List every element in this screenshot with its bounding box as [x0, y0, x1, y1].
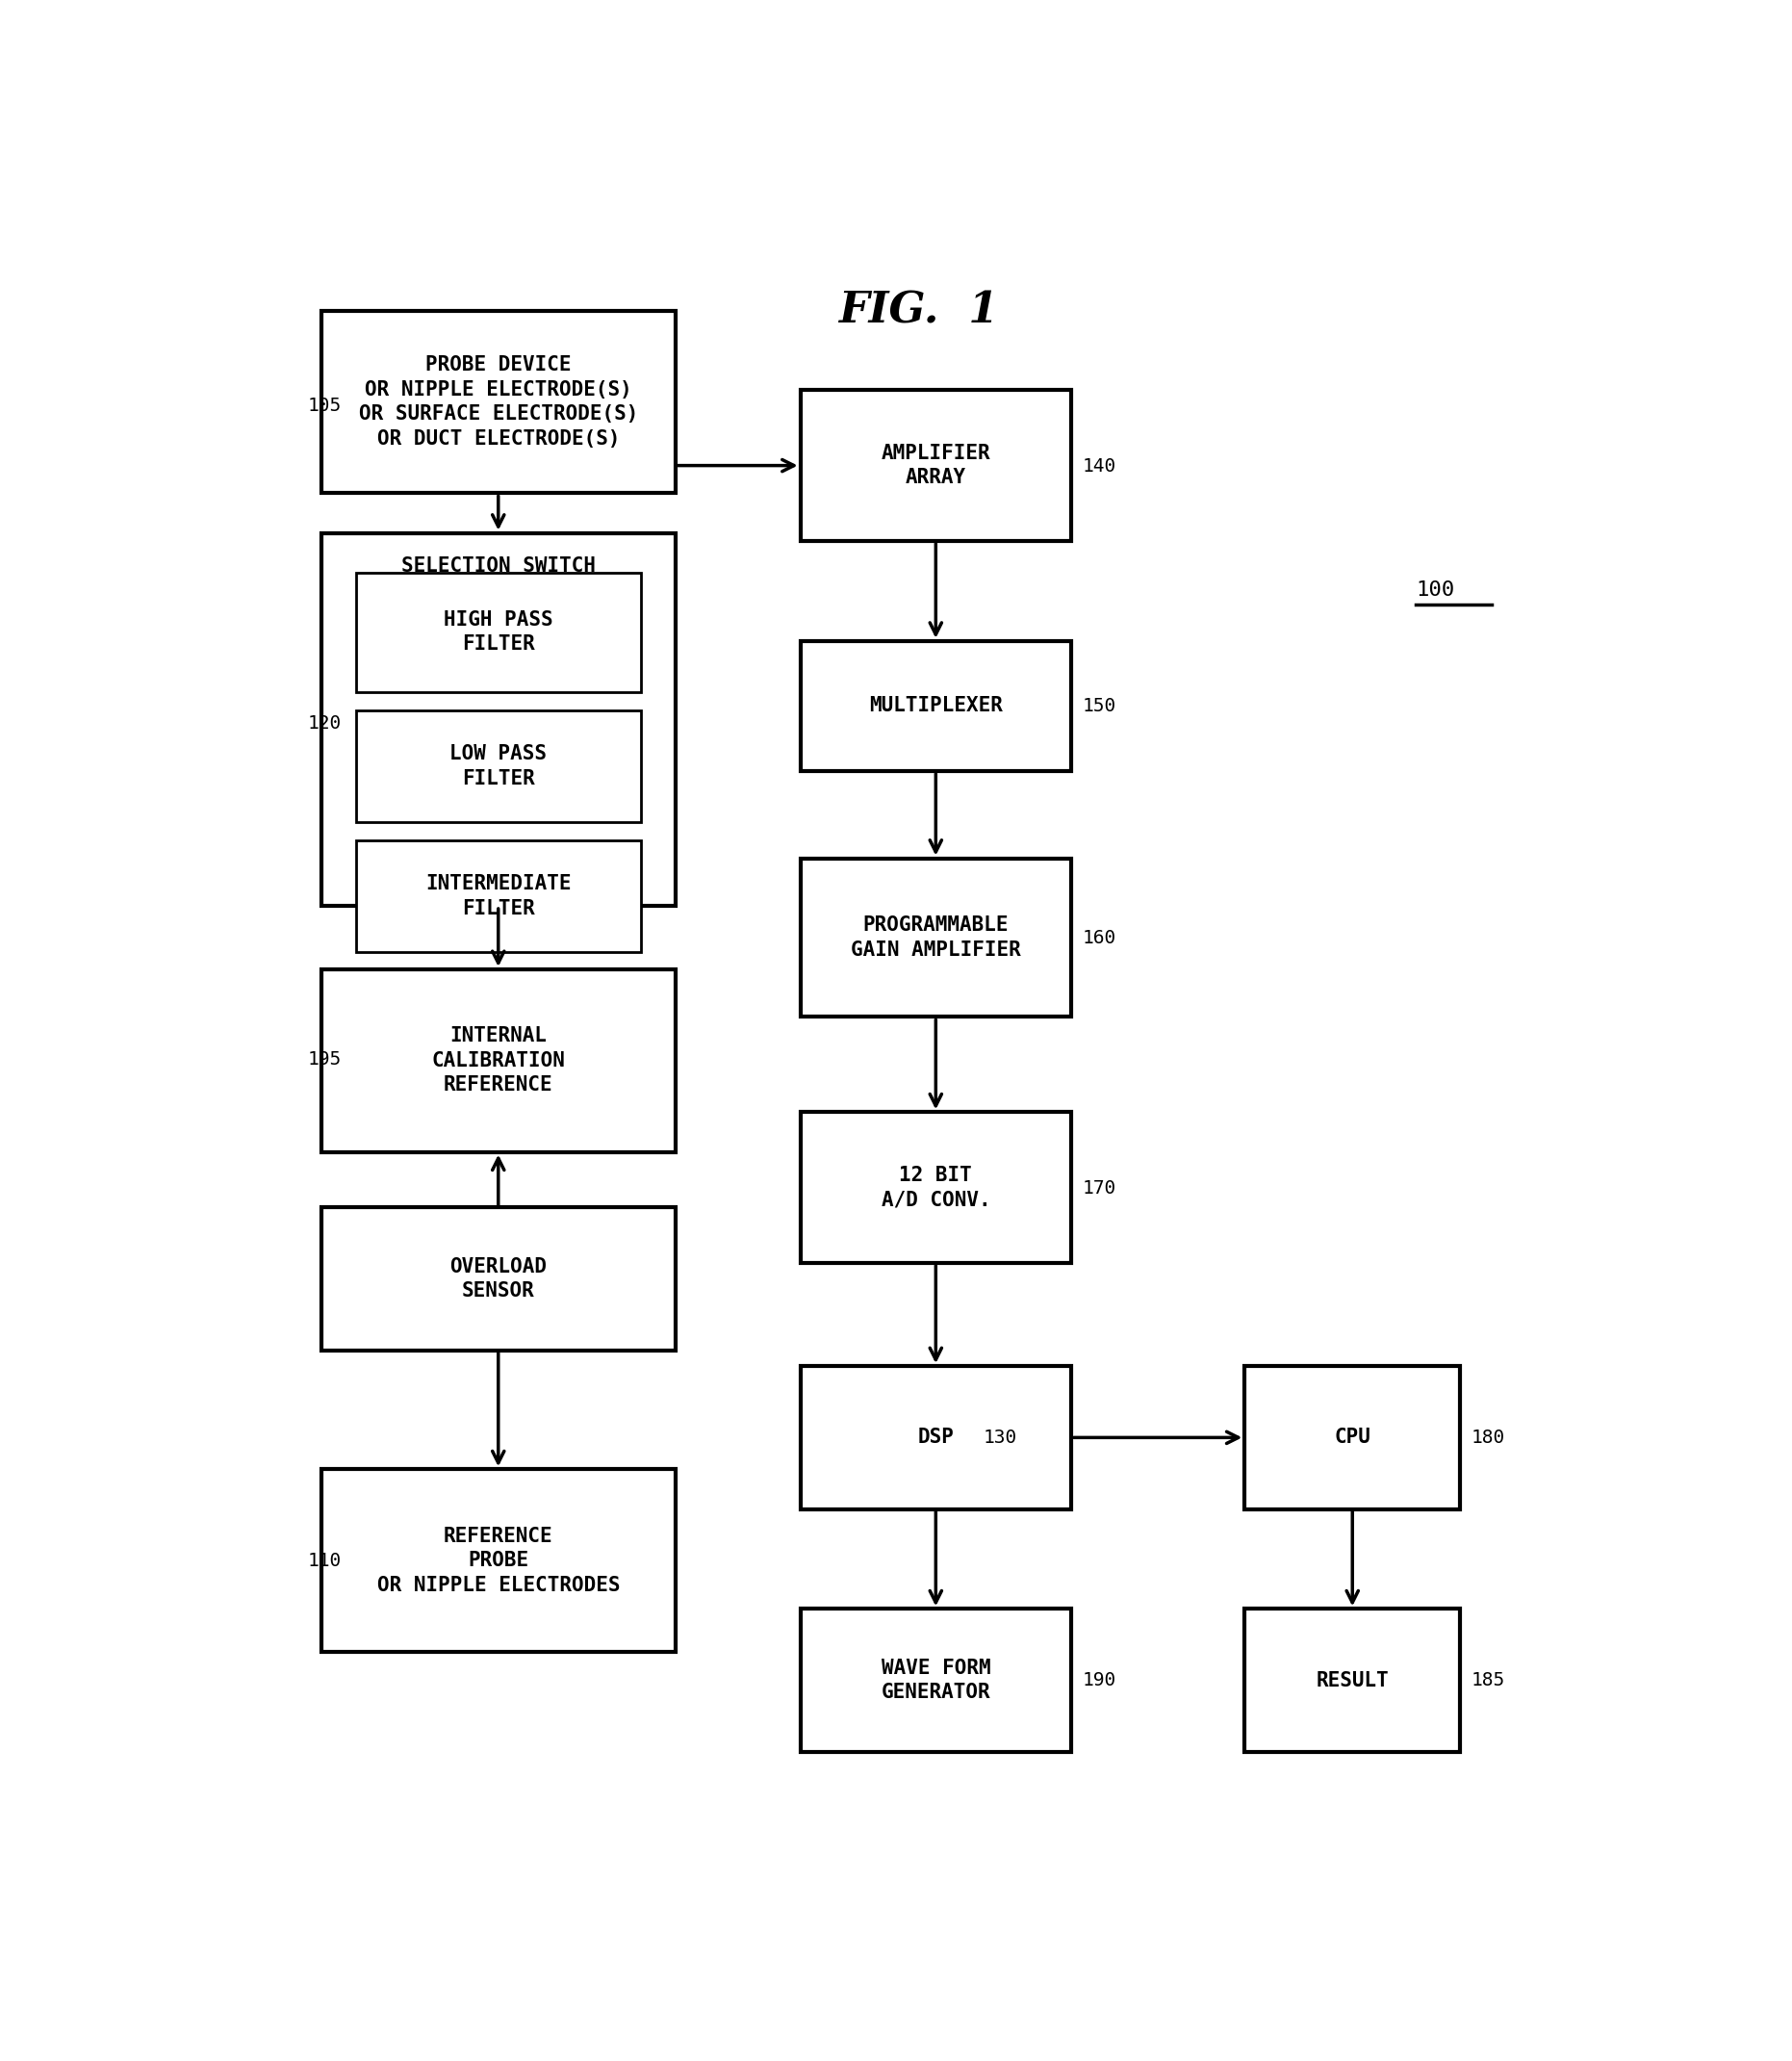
Text: RESULT: RESULT — [1315, 1671, 1389, 1690]
Text: INTERNAL
CALIBRATION
REFERENCE: INTERNAL CALIBRATION REFERENCE — [432, 1026, 564, 1094]
Bar — [801, 1113, 1072, 1263]
Bar — [321, 1469, 676, 1651]
Bar — [357, 841, 642, 952]
Text: 170: 170 — [1082, 1179, 1116, 1197]
Bar — [1245, 1366, 1460, 1509]
Text: 195: 195 — [308, 1051, 340, 1070]
Text: AMPLIFIER
ARRAY: AMPLIFIER ARRAY — [882, 443, 991, 488]
Text: 100: 100 — [1416, 581, 1453, 600]
Bar — [357, 573, 642, 692]
Text: OVERLOAD
SENSOR: OVERLOAD SENSOR — [450, 1257, 547, 1300]
Text: HIGH PASS
FILTER: HIGH PASS FILTER — [444, 610, 554, 653]
Bar — [1245, 1610, 1460, 1752]
Text: MULTIPLEXER: MULTIPLEXER — [869, 697, 1002, 715]
Text: 150: 150 — [1082, 697, 1116, 715]
Text: CPU: CPU — [1335, 1428, 1371, 1447]
Text: 140: 140 — [1082, 458, 1116, 476]
Text: 180: 180 — [1471, 1428, 1505, 1447]
Text: INTERMEDIATE
FILTER: INTERMEDIATE FILTER — [425, 874, 572, 919]
Text: 130: 130 — [984, 1428, 1018, 1447]
Text: WAVE FORM
GENERATOR: WAVE FORM GENERATOR — [882, 1659, 991, 1702]
Bar — [801, 1610, 1072, 1752]
Text: LOW PASS
FILTER: LOW PASS FILTER — [450, 744, 547, 787]
Bar — [801, 641, 1072, 771]
Bar — [801, 390, 1072, 540]
Bar — [321, 1208, 676, 1350]
Text: 105: 105 — [308, 398, 340, 414]
Text: 190: 190 — [1082, 1671, 1116, 1690]
Text: PROBE DEVICE
OR NIPPLE ELECTRODE(S)
OR SURFACE ELECTRODE(S)
OR DUCT ELECTRODE(S): PROBE DEVICE OR NIPPLE ELECTRODE(S) OR S… — [358, 354, 638, 449]
Text: REFERENCE
PROBE
OR NIPPLE ELECTRODES: REFERENCE PROBE OR NIPPLE ELECTRODES — [376, 1527, 620, 1595]
Text: PROGRAMMABLE
GAIN AMPLIFIER: PROGRAMMABLE GAIN AMPLIFIER — [851, 915, 1021, 960]
Bar — [321, 534, 676, 907]
Text: 185: 185 — [1471, 1671, 1505, 1690]
Text: 12 BIT
A/D CONV.: 12 BIT A/D CONV. — [882, 1167, 991, 1210]
Text: 110: 110 — [308, 1552, 340, 1570]
Text: 160: 160 — [1082, 930, 1116, 946]
Bar — [321, 311, 676, 493]
Bar — [321, 969, 676, 1152]
Bar — [801, 1366, 1072, 1509]
Text: DSP: DSP — [918, 1428, 953, 1447]
Bar — [357, 711, 642, 822]
Text: FIG.  1: FIG. 1 — [839, 291, 998, 332]
Text: 120: 120 — [308, 715, 340, 732]
Bar — [801, 857, 1072, 1016]
Text: SELECTION SWITCH: SELECTION SWITCH — [401, 556, 595, 575]
